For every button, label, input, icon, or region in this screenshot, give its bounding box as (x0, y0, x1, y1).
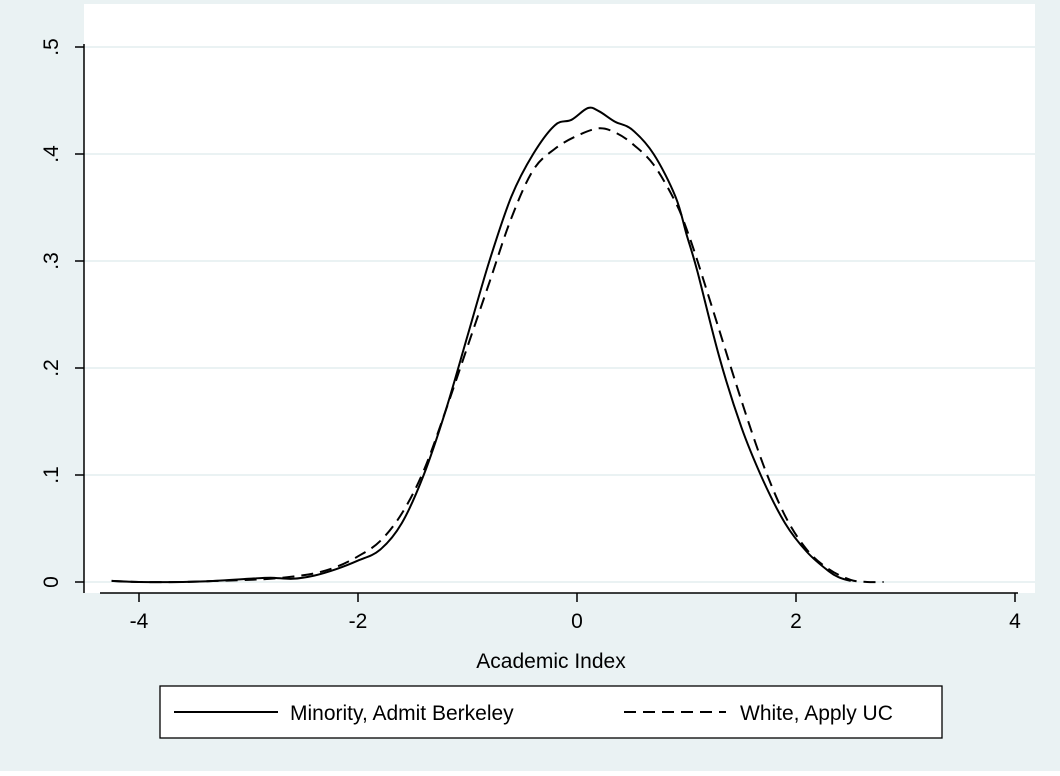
legend-label-minority-admit-berkeley: Minority, Admit Berkeley (290, 702, 514, 725)
y-tick-label: .4 (40, 145, 63, 163)
series-line-minority-admit-berkeley (111, 106, 852, 584)
y-tick-label: .5 (40, 38, 63, 56)
legend-box (159, 685, 943, 739)
y-tick-label: .1 (40, 466, 63, 484)
grid-lines (84, 46, 1035, 583)
x-axis-title: Academic Index (476, 650, 626, 673)
x-tick-label: 2 (790, 610, 802, 633)
axis-ticks: -4 -2 0 2 4 0 .1 .2 .3 .4 .5 (40, 38, 1021, 633)
x-tick-label: 0 (571, 610, 583, 633)
series-lines (111, 106, 884, 584)
legend: Minority, Admit Berkeley White, Apply UC (159, 685, 943, 739)
legend-label-white-apply-uc: White, Apply UC (740, 702, 893, 725)
x-tick-label: -4 (130, 610, 149, 633)
y-tick-label: 0 (40, 576, 63, 588)
y-tick-label: .2 (40, 359, 63, 377)
axes (83, 44, 1018, 594)
series-line-white-apply-uc (111, 127, 884, 584)
plot-area (84, 4, 1035, 593)
x-tick-label: -2 (349, 610, 368, 633)
y-tick-label: .3 (40, 252, 63, 270)
x-tick-label: 4 (1009, 610, 1021, 633)
